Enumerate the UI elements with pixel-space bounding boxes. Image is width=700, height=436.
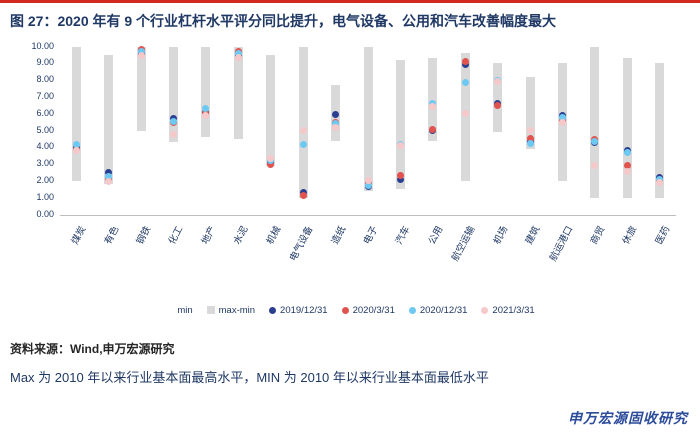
y-axis-tick-label: 10.00 bbox=[31, 40, 54, 51]
legend-marker-circle bbox=[269, 306, 277, 314]
range-bar bbox=[590, 46, 600, 198]
y-axis-tick-label: 1.00 bbox=[36, 191, 54, 202]
range-bar bbox=[655, 63, 665, 198]
y-axis-tick-label: 2.00 bbox=[36, 175, 54, 186]
dot-2021-3-31 bbox=[591, 162, 599, 170]
dot-2021-3-31 bbox=[299, 127, 307, 135]
legend-item: min bbox=[165, 304, 193, 316]
legend-marker-circle bbox=[341, 306, 349, 314]
range-bar bbox=[201, 46, 211, 138]
x-axis-line bbox=[60, 214, 676, 216]
dot-2021-3-31 bbox=[267, 154, 275, 162]
legend-marker-square bbox=[206, 306, 215, 315]
dot-2019-12-31 bbox=[332, 111, 340, 119]
dot-2021-3-31 bbox=[461, 110, 469, 118]
dot-2021-3-31 bbox=[364, 176, 372, 184]
range-bar bbox=[298, 46, 308, 198]
dot-2020-3-31 bbox=[429, 125, 437, 133]
dot-2020-12-31 bbox=[591, 138, 599, 146]
dot-2020-3-31 bbox=[396, 171, 404, 179]
legend-label: 2020/12/31 bbox=[419, 304, 468, 316]
dot-2020-12-31 bbox=[299, 141, 307, 149]
dot-2021-3-31 bbox=[202, 112, 210, 120]
y-axis-tick-label: 8.00 bbox=[36, 74, 54, 85]
dot-2020-3-31 bbox=[526, 134, 534, 142]
dot-2021-3-31 bbox=[559, 118, 567, 126]
dot-2020-12-31 bbox=[105, 172, 113, 180]
dot-2020-12-31 bbox=[234, 49, 242, 57]
legend-marker-square bbox=[165, 306, 174, 315]
range-bar bbox=[525, 76, 535, 150]
dot-2021-3-31 bbox=[656, 179, 664, 187]
y-axis-tick-label: 5.00 bbox=[36, 124, 54, 135]
dot-2021-3-31 bbox=[137, 51, 145, 59]
dot-2021-3-31 bbox=[332, 123, 340, 131]
dot-2020-12-31 bbox=[202, 105, 210, 113]
legend-item: 2021/3/31 bbox=[481, 304, 535, 316]
dot-2020-3-31 bbox=[494, 101, 502, 109]
dot-2020-12-31 bbox=[559, 113, 567, 121]
range-bar bbox=[460, 53, 470, 182]
range-bar bbox=[104, 55, 114, 185]
y-axis-tick-label: 4.00 bbox=[36, 141, 54, 152]
legend-item: max-min bbox=[206, 304, 256, 316]
dot-2020-12-31 bbox=[623, 149, 631, 157]
legend-label: 2020/3/31 bbox=[352, 304, 395, 316]
dot-2020-12-31 bbox=[72, 141, 80, 149]
dot-2021-3-31 bbox=[169, 130, 177, 138]
dot-2021-3-31 bbox=[105, 178, 113, 186]
range-bar bbox=[266, 55, 276, 166]
dot-2020-12-31 bbox=[169, 117, 177, 125]
dot-2021-3-31 bbox=[494, 78, 502, 86]
figure-title: 图 27：2020 年有 9 个行业杠杆水平评分同比提升，电气设备、公用和汽车改… bbox=[10, 13, 557, 29]
range-bar bbox=[233, 46, 243, 140]
y-axis-tick-label: 3.00 bbox=[36, 158, 54, 169]
dot-2020-3-31 bbox=[299, 191, 307, 199]
legend-marker-circle bbox=[481, 306, 489, 314]
dot-2021-3-31 bbox=[234, 54, 242, 62]
dot-2020-3-31 bbox=[267, 160, 275, 168]
dot-2021-3-31 bbox=[429, 102, 437, 110]
dot-2020-12-31 bbox=[364, 181, 372, 189]
legend-item: 2019/12/31 bbox=[269, 305, 328, 316]
brand-watermark: 申万宏源固收研究 bbox=[568, 410, 688, 426]
y-axis-tick-label: 7.00 bbox=[36, 91, 54, 102]
range-bar bbox=[428, 58, 438, 141]
legend-marker-circle bbox=[408, 306, 416, 314]
dot-2020-12-31 bbox=[332, 119, 340, 127]
legend-label: 2021/3/31 bbox=[492, 304, 535, 316]
legend-item: 2020/3/31 bbox=[341, 304, 395, 316]
dot-2021-3-31 bbox=[72, 147, 80, 155]
dot-2020-3-31 bbox=[623, 162, 631, 170]
y-axis-tick-label: 9.00 bbox=[36, 57, 54, 68]
range-bar bbox=[493, 63, 503, 133]
top-accent-rule bbox=[0, 0, 700, 3]
legend-label: max-min bbox=[218, 304, 256, 316]
source-note: 资料来源：Wind,申万宏源研究 bbox=[10, 341, 175, 356]
dot-2021-3-31 bbox=[396, 142, 404, 150]
leverage-score-chart: 10.00 9.00 8.00 7.00 6.00 5.00 4.00 3.00 2.00 1.0… bbox=[8, 39, 692, 291]
max-min-definition-note: Max 为 2010 年以来行业基本面最高水平，MIN 为 2010 年以来行业… bbox=[10, 369, 489, 385]
legend-label: min bbox=[177, 304, 193, 316]
dot-2020-12-31 bbox=[461, 79, 469, 87]
dot-2019-12-31 bbox=[396, 175, 404, 183]
chart-legend: min max-min 2019/12/31 2020/3/31 2020/12/31 2… bbox=[0, 305, 700, 316]
range-bar bbox=[622, 58, 632, 198]
dot-2020-3-31 bbox=[461, 58, 469, 66]
range-bar bbox=[168, 46, 178, 143]
range-bar bbox=[395, 60, 405, 190]
legend-label: 2019/12/31 bbox=[280, 304, 328, 316]
dot-2020-12-31 bbox=[526, 139, 534, 147]
dot-2021-3-31 bbox=[623, 167, 631, 175]
y-axis-tick-label: 6.00 bbox=[36, 107, 54, 118]
range-bar bbox=[363, 46, 373, 192]
y-axis-tick-label: 0.00 bbox=[36, 208, 54, 219]
dot-2021-3-31 bbox=[526, 127, 534, 135]
range-bar bbox=[136, 46, 146, 131]
legend-item: 2020/12/31 bbox=[408, 304, 468, 316]
range-bar bbox=[71, 46, 81, 182]
